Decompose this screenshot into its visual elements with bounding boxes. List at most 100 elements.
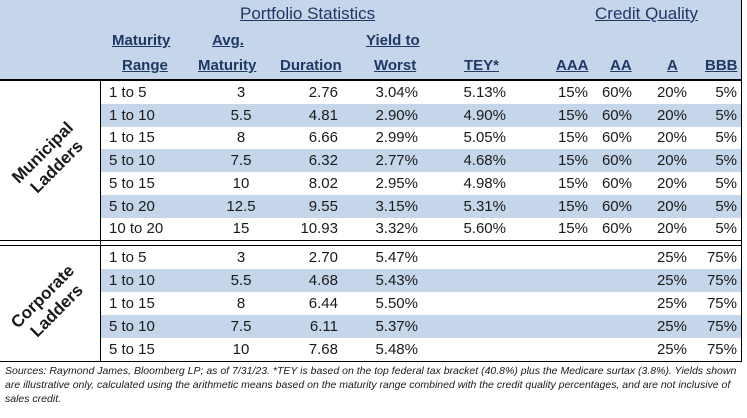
duration-header: Duration <box>280 57 342 74</box>
municipal-section-label: Municipal Ladders <box>0 79 100 240</box>
table-bottom-border <box>0 361 741 362</box>
cell-duration: 9.55 <box>308 197 338 215</box>
cell-aaa: 15% <box>557 152 588 170</box>
cell-aaa: 15% <box>557 84 588 101</box>
cell-range: 5 to 15 <box>109 174 155 192</box>
footnote: Sources: Raymond James, Bloomberg LP; as… <box>5 365 737 405</box>
table-row: 5 to 10 7.5 6.11 5.37% 25% 75% <box>100 315 741 338</box>
table-right-border <box>741 0 742 362</box>
cell-range: 5 to 20 <box>109 197 155 215</box>
cell-a: 25% <box>656 249 687 266</box>
cell-duration: 8.02 <box>308 174 338 192</box>
cell-aaa: 15% <box>557 220 588 238</box>
table-row: 1 to 15 8 6.44 5.50% 25% 75% <box>100 292 741 315</box>
cell-duration: 4.68 <box>308 272 338 289</box>
cell-avg: 10 <box>232 341 250 358</box>
table-row: 1 to 15 8 6.66 2.99% 5.05% 15% 60% 20% 5% <box>100 126 741 149</box>
cell-avg: 5.5 <box>230 106 252 124</box>
bbb-header: BBB <box>705 57 738 74</box>
cell-duration: 2.70 <box>308 249 338 266</box>
cell-ytw: 2.90% <box>375 106 418 124</box>
cell-duration: 4.81 <box>308 106 338 124</box>
cell-ytw: 5.43% <box>375 272 418 289</box>
cell-ytw: 2.99% <box>375 129 418 147</box>
cell-duration: 6.66 <box>308 129 338 147</box>
cell-a: 20% <box>656 106 687 124</box>
cell-ytw: 3.32% <box>375 220 418 238</box>
cell-bbb: 5% <box>715 84 737 101</box>
cell-aa: 60% <box>601 129 632 147</box>
table-row: 5 to 15 10 7.68 5.48% 25% 75% <box>100 338 741 361</box>
cell-avg: 15 <box>232 220 250 238</box>
cell-range: 1 to 5 <box>109 84 147 101</box>
cell-range: 5 to 10 <box>109 152 155 170</box>
table-header: Portfolio Statistics Credit Quality Matu… <box>0 0 741 79</box>
cell-bbb: 5% <box>715 174 737 192</box>
cell-bbb: 5% <box>715 220 737 238</box>
cell-a: 25% <box>656 341 687 358</box>
corporate-section-label: Corporate Ladders <box>0 246 100 361</box>
cell-duration: 6.32 <box>308 152 338 170</box>
cell-ytw: 3.04% <box>375 84 418 101</box>
cell-tey: 5.31% <box>463 197 506 215</box>
cell-tey: 5.60% <box>463 220 506 238</box>
aa-header: AA <box>610 57 632 74</box>
cell-ytw: 3.15% <box>375 197 418 215</box>
cell-range: 1 to 10 <box>109 106 155 124</box>
cell-aa: 60% <box>601 220 632 238</box>
range-header: Range <box>122 57 168 74</box>
cell-range: 1 to 5 <box>109 249 147 266</box>
cell-a: 20% <box>656 197 687 215</box>
cell-bbb: 75% <box>706 341 737 358</box>
cell-avg: 7.5 <box>230 318 252 335</box>
cell-duration: 7.68 <box>308 341 338 358</box>
cell-avg: 3 <box>236 84 246 101</box>
table-row: 1 to 10 5.5 4.68 5.43% 25% 75% <box>100 269 741 292</box>
table-row: 5 to 15 10 8.02 2.95% 4.98% 15% 60% 20% 5% <box>100 172 741 195</box>
cell-a: 25% <box>656 295 687 312</box>
cell-aa: 60% <box>601 106 632 124</box>
cell-aa: 60% <box>601 197 632 215</box>
tey-header: TEY* <box>464 57 500 74</box>
table-row: 5 to 10 7.5 6.32 2.77% 4.68% 15% 60% 20% 5% <box>100 149 741 173</box>
cell-bbb: 5% <box>715 106 737 124</box>
yield-to-header: Yield to <box>366 32 420 49</box>
cell-tey: 4.98% <box>463 174 506 192</box>
cell-a: 25% <box>656 318 687 335</box>
section-divider-bottom <box>0 245 741 246</box>
cell-bbb: 75% <box>706 272 737 289</box>
cell-duration: 10.93 <box>300 220 338 238</box>
cell-a: 20% <box>656 220 687 238</box>
cell-aaa: 15% <box>557 129 588 147</box>
cell-duration: 2.76 <box>308 84 338 101</box>
portfolio-statistics-heading: Portfolio Statistics <box>240 4 376 23</box>
cell-aaa: 15% <box>557 197 588 215</box>
cell-ytw: 5.48% <box>375 341 418 358</box>
cell-range: 5 to 15 <box>109 341 155 358</box>
cell-aa: 60% <box>601 84 632 101</box>
table-row: 5 to 20 12.5 9.55 3.15% 5.31% 15% 60% 20% 5% <box>100 194 741 218</box>
table-row: 10 to 20 15 10.93 3.32% 5.60% 15% 60% 20% 5% <box>100 217 741 240</box>
cell-aa: 60% <box>601 174 632 192</box>
cell-tey: 4.68% <box>463 152 506 170</box>
cell-aa: 60% <box>601 152 632 170</box>
cell-bbb: 75% <box>706 318 737 335</box>
cell-bbb: 75% <box>706 249 737 266</box>
cell-avg: 3 <box>236 249 246 266</box>
cell-range: 10 to 20 <box>109 220 164 238</box>
cell-bbb: 5% <box>715 197 737 215</box>
table-row: 1 to 5 3 2.70 5.47% 25% 75% <box>100 246 741 269</box>
cell-a: 20% <box>656 152 687 170</box>
cell-a: 20% <box>656 84 687 101</box>
cell-bbb: 5% <box>715 152 737 170</box>
cell-bbb: 75% <box>706 295 737 312</box>
cell-tey: 4.90% <box>463 106 506 124</box>
cell-a: 20% <box>656 174 687 192</box>
cell-range: 5 to 10 <box>109 318 155 335</box>
cell-aaa: 15% <box>557 174 588 192</box>
avg-maturity-header: Maturity <box>198 57 257 74</box>
table-row: 1 to 5 3 2.76 3.04% 5.13% 15% 60% 20% 5% <box>100 81 741 104</box>
cell-range: 1 to 10 <box>109 272 155 289</box>
cell-avg: 7.5 <box>230 152 252 170</box>
